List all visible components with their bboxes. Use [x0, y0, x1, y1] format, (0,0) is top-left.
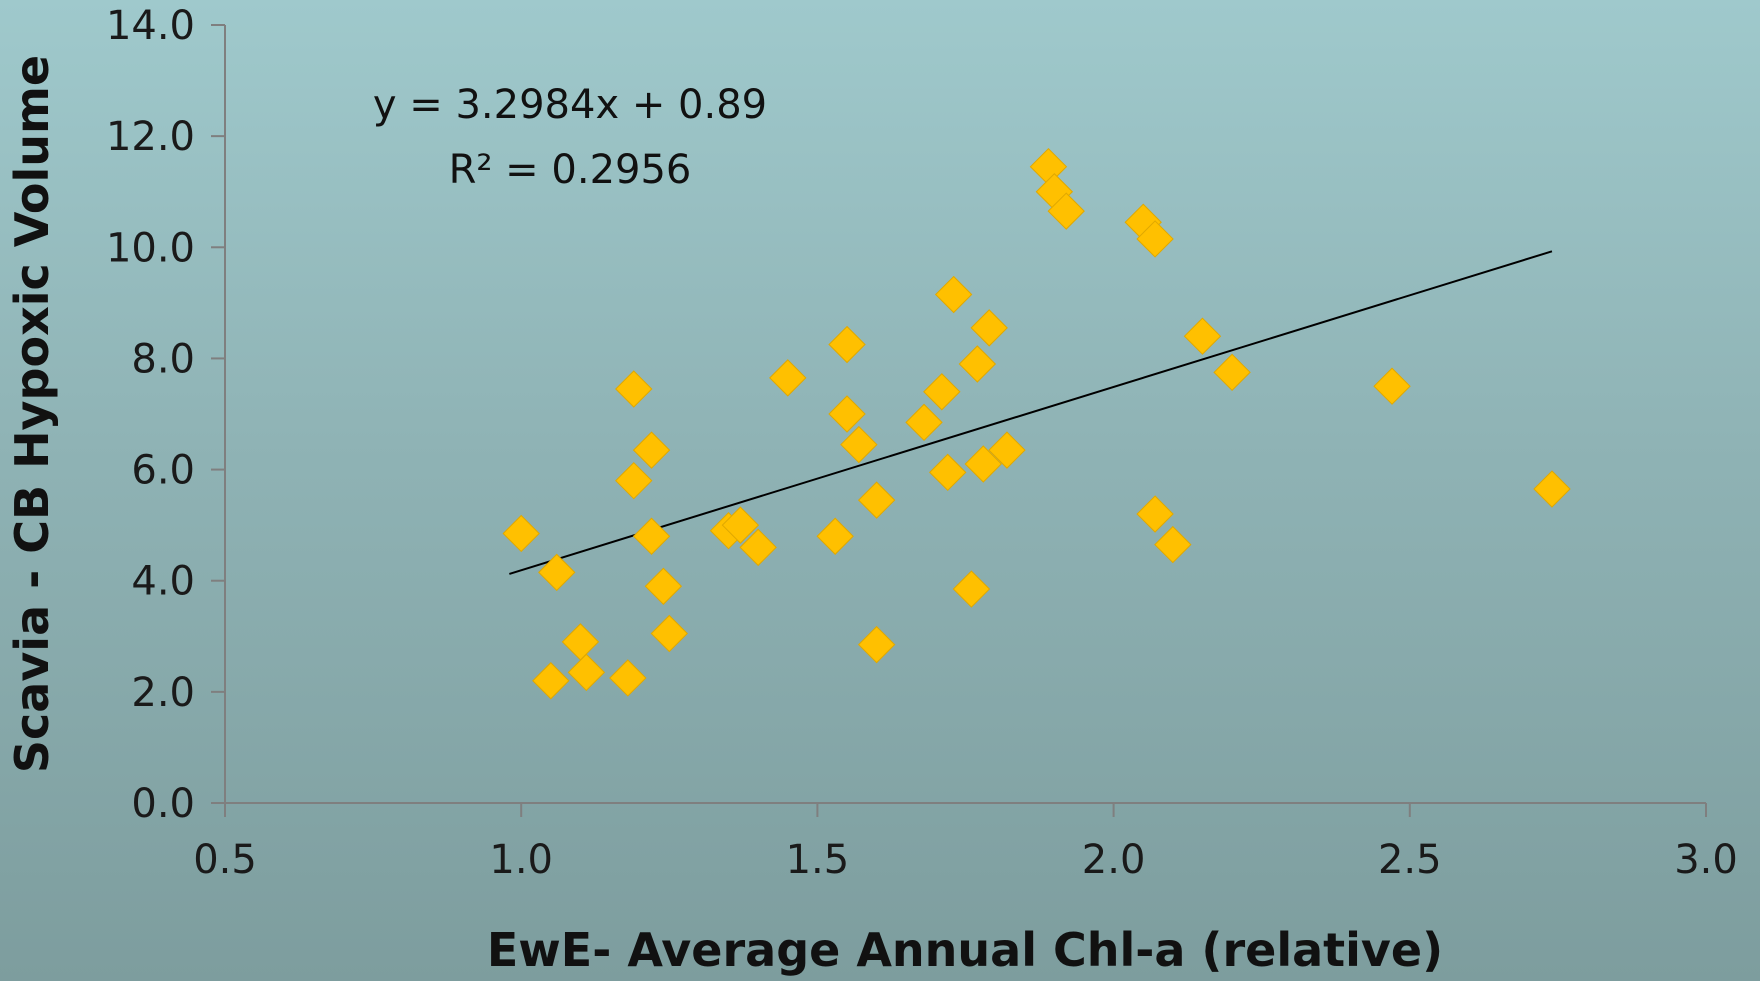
data-point: [828, 325, 866, 364]
data-point: [769, 359, 807, 397]
x-axis-ticks: 0.5 1.0 1.5 2.0 2.5 3.0: [193, 803, 1738, 883]
data-point: [958, 345, 997, 383]
data-point: [857, 481, 896, 519]
data-point: [1533, 470, 1571, 508]
y-tick-label: 4.0: [131, 559, 195, 605]
data-point: [1154, 525, 1192, 564]
data-point: [970, 309, 1008, 347]
y-axis-title: Scavia - CB Hypoxic Volume: [5, 55, 59, 773]
y-axis-ticks: 0.0 2.0 4.0 6.0 8.0 10.0 12.0 14.0: [106, 3, 225, 827]
x-tick-label: 0.5: [193, 837, 257, 883]
data-point: [1213, 353, 1251, 392]
data-point: [721, 506, 760, 544]
data-point: [857, 625, 896, 664]
data-point: [567, 653, 606, 692]
data-point: [615, 370, 653, 408]
data-point: [964, 445, 1002, 483]
trendline: [509, 250, 1553, 575]
data-point: [561, 623, 600, 661]
data-point: [934, 275, 973, 314]
trendline-equation: y = 3.2984x + 0.89: [373, 82, 767, 128]
data-point: [923, 373, 961, 411]
y-tick-label: 12.0: [106, 114, 195, 160]
y-tick-label: 0.0: [131, 781, 195, 827]
data-point: [929, 453, 967, 492]
data-point: [1373, 367, 1411, 405]
data-point: [739, 528, 777, 567]
data-points: [502, 148, 1571, 700]
x-tick-label: 3.0: [1674, 837, 1738, 883]
x-tick-label: 1.0: [489, 837, 553, 883]
data-point: [1183, 317, 1222, 355]
y-tick-label: 8.0: [131, 336, 195, 382]
data-point: [952, 570, 991, 608]
data-point: [538, 553, 576, 592]
data-point: [632, 517, 671, 555]
x-tick-label: 2.0: [1082, 837, 1146, 883]
data-point: [532, 662, 570, 700]
data-point: [828, 395, 866, 433]
data-point: [502, 514, 540, 553]
data-point: [905, 403, 943, 442]
data-point: [988, 431, 1026, 469]
data-point: [1136, 220, 1174, 258]
data-point: [1136, 495, 1174, 533]
x-tick-label: 1.5: [786, 837, 850, 883]
y-tick-label: 14.0: [106, 3, 195, 49]
y-tick-label: 2.0: [131, 670, 195, 716]
data-point: [644, 567, 683, 605]
data-point: [615, 461, 653, 500]
y-tick-label: 10.0: [106, 225, 195, 271]
r-squared-label: R² = 0.2956: [449, 147, 692, 193]
data-point: [1047, 192, 1085, 230]
data-point: [650, 614, 689, 653]
data-point: [609, 659, 647, 697]
data-point: [816, 517, 854, 555]
y-tick-label: 6.0: [131, 448, 195, 494]
data-point: [632, 431, 671, 469]
axes: [224, 25, 1706, 804]
data-point: [840, 425, 878, 464]
x-axis-title: EwE- Average Annual Chl-a (relative): [487, 923, 1443, 977]
x-tick-label: 2.5: [1378, 837, 1442, 883]
